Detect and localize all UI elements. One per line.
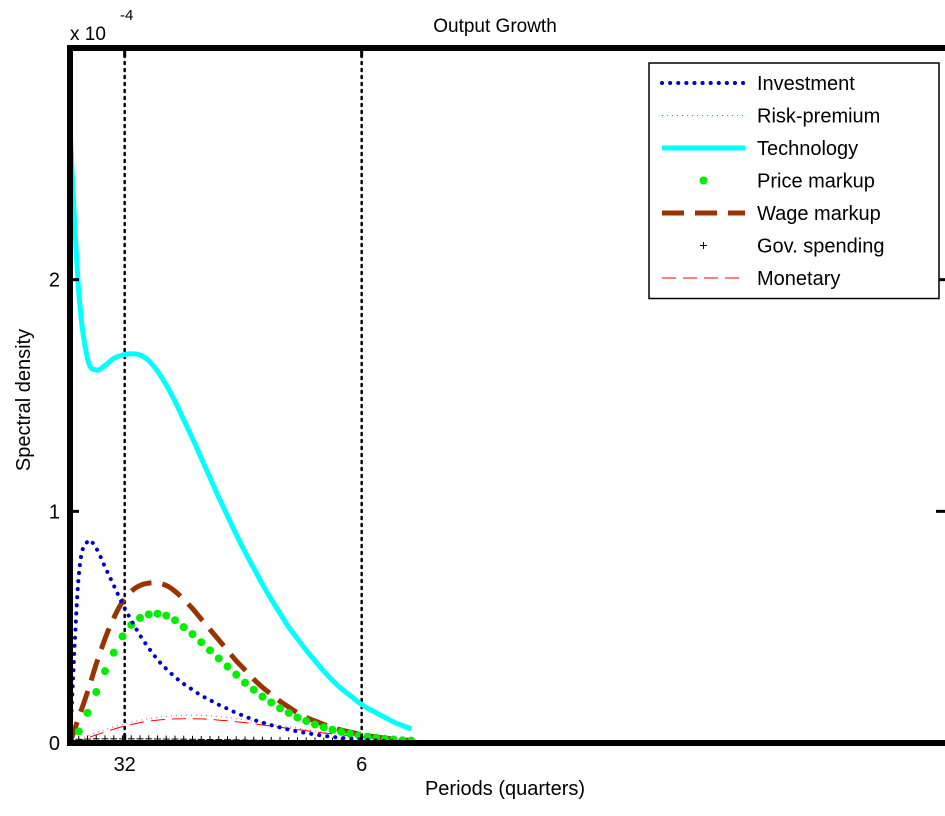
legend-swatch-gov-spending <box>700 242 707 249</box>
point-price-markup-13 <box>179 623 188 632</box>
point-price-markup-31 <box>337 727 346 736</box>
point-price-markup-21 <box>249 685 258 694</box>
legend-item-technology: Technology <box>662 138 858 160</box>
point-price-markup-20 <box>240 678 249 687</box>
legend-item-gov-spending: Gov. spending <box>700 236 885 258</box>
point-price-markup-5 <box>109 648 118 657</box>
point-price-markup-19 <box>232 670 241 679</box>
series-investment <box>70 538 414 743</box>
point-price-markup-14 <box>188 630 197 639</box>
point-price-markup-11 <box>162 611 171 620</box>
x-tick-label-1: 6 <box>356 754 367 776</box>
series-technology <box>70 128 413 732</box>
legend-item-price-markup: Price markup <box>699 171 875 193</box>
point-price-markup-15 <box>197 638 206 647</box>
point-price-markup-28 <box>310 720 319 729</box>
series-risk-premium <box>70 714 412 743</box>
legend-item-wage-markup: Wage markup <box>662 203 881 225</box>
legend-swatch-price-markup <box>699 176 708 185</box>
point-price-markup-9 <box>144 610 153 619</box>
legend-label-risk-premium: Risk-premium <box>757 106 880 128</box>
point-price-markup-24 <box>276 704 285 713</box>
legend-label-price-markup: Price markup <box>757 171 875 193</box>
chart-title: Output Growth <box>433 16 557 37</box>
x-axis-label: Periods (quarters) <box>425 778 585 800</box>
point-price-markup-29 <box>319 723 328 732</box>
point-price-markup-17 <box>214 654 223 663</box>
point-price-markup-32 <box>345 729 354 738</box>
legend-label-technology: Technology <box>757 138 858 160</box>
point-price-markup-8 <box>135 613 144 622</box>
legend-item-risk-premium: Risk-premium <box>662 106 880 128</box>
series-wage-markup <box>70 580 412 743</box>
y-scale-exponent: -4 <box>120 7 133 24</box>
point-price-markup-6 <box>118 632 127 641</box>
legend-item-monetary: Monetary <box>662 268 840 290</box>
point-price-markup-34 <box>363 732 372 741</box>
point-price-markup-10 <box>153 609 162 618</box>
y-tick-label-1: 1 <box>49 501 60 523</box>
legend-label-gov-spending: Gov. spending <box>757 236 885 258</box>
point-price-markup-30 <box>328 725 337 734</box>
point-price-markup-23 <box>267 698 276 707</box>
legend-item-investment: Investment <box>660 73 855 95</box>
point-price-markup-4 <box>101 667 110 676</box>
legend: Investment Risk-premium Technology Price ma… <box>648 62 940 300</box>
point-price-markup-27 <box>302 716 311 725</box>
legend-label-investment: Investment <box>757 73 855 95</box>
point-price-markup-16 <box>206 646 215 655</box>
y-tick-label-0: 0 <box>49 733 60 755</box>
point-price-markup-1 <box>74 727 83 736</box>
y-tick-label-2: 2 <box>49 270 60 292</box>
point-price-markup-25 <box>284 708 293 717</box>
point-price-markup-3 <box>92 688 101 697</box>
y-axis-label: Spectral density <box>13 329 35 471</box>
axes-frame <box>67 45 945 746</box>
legend-box <box>648 62 940 300</box>
point-price-markup-12 <box>171 616 180 625</box>
point-price-markup-18 <box>223 662 232 671</box>
plot-area <box>67 45 945 746</box>
series-monetary <box>70 718 412 743</box>
axis-ticks: 0 1 2 32 6 <box>49 48 945 776</box>
x-tick-label-0: 32 <box>114 754 136 776</box>
legend-label-monetary: Monetary <box>757 268 840 290</box>
legend-label-wage-markup: Wage markup <box>757 203 881 225</box>
point-price-markup-22 <box>258 692 267 701</box>
point-price-markup-26 <box>293 713 302 722</box>
y-scale-multiplier: x 10 <box>70 24 106 45</box>
point-price-markup-2 <box>83 708 92 717</box>
